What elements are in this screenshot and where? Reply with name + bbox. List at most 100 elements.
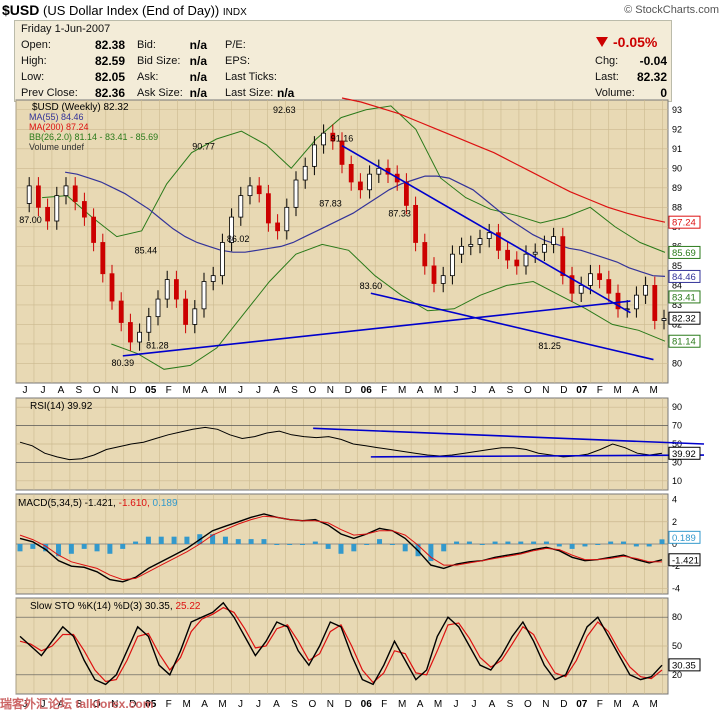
sto-panel: 80 50 20 Slow STO %K(14) %D(3) 30.35, 25.22… xyxy=(15,597,701,695)
x-tick-label-bottom: A xyxy=(632,699,639,710)
candle-body xyxy=(247,185,253,197)
low-value: 82.05 xyxy=(94,70,125,84)
x-tick-label-bottom: 06 xyxy=(361,699,373,710)
candle-body xyxy=(330,132,336,142)
volume-legend: Volume undef xyxy=(29,142,85,152)
x-tick-label-bottom: J xyxy=(472,699,477,710)
x-tick-label-bottom: N xyxy=(111,699,118,710)
volume-value: 0 xyxy=(660,86,667,100)
candle-body xyxy=(164,279,170,300)
x-tick-label-bottom: M xyxy=(182,699,190,710)
rsi-y-tick: 30 xyxy=(672,457,682,467)
price-y-tick: 91 xyxy=(672,144,682,154)
ma200-legend: MA(200) 87.24 xyxy=(29,122,89,132)
x-tick-label: N xyxy=(542,385,549,396)
price-y-tick: 84 xyxy=(672,280,682,290)
candle-body xyxy=(183,298,189,325)
x-tick-label-bottom: J xyxy=(454,699,459,710)
chg-label: Chg: xyxy=(595,55,619,67)
chart-title: $USD (US Dollar Index (End of Day)) INDX xyxy=(2,2,247,18)
ask-label: Ask: xyxy=(137,71,159,83)
price-badge-3: 83.41 xyxy=(672,292,696,303)
rsi-badge-box xyxy=(668,446,701,460)
macd-hist-bar xyxy=(338,544,344,554)
x-tick-label: M xyxy=(649,385,657,396)
change-percent: -0.05% xyxy=(613,34,658,50)
candle-body xyxy=(376,167,382,175)
rsi-legend: RSI(14) 39.92 xyxy=(30,401,93,412)
x-tick-label: A xyxy=(58,385,65,396)
candle-body xyxy=(597,273,602,280)
candle-body xyxy=(192,308,198,325)
down-triangle-icon xyxy=(595,35,609,49)
pe-label: P/E: xyxy=(225,39,246,51)
sto-y-tick: 50 xyxy=(672,641,682,651)
candle-body xyxy=(256,185,262,195)
macd-hist-bar xyxy=(222,536,228,544)
macd-hist-bar xyxy=(248,539,254,544)
candle-body xyxy=(560,236,566,277)
candle-body xyxy=(219,242,225,277)
candle-body xyxy=(155,298,161,318)
volume-label: Volume: xyxy=(595,87,635,99)
price-badge-1-box xyxy=(668,245,701,259)
macd-hist-bar xyxy=(543,541,549,544)
candle-body xyxy=(606,279,612,294)
sto-y-tick: 20 xyxy=(672,670,682,680)
price-y-tick: 83 xyxy=(672,300,682,310)
macd-hist-bar xyxy=(261,539,267,544)
sto-badge: 30.35 xyxy=(672,660,696,671)
x-tick-label: O xyxy=(524,385,532,396)
rsi-trendline-lower xyxy=(370,454,705,458)
candle-body xyxy=(403,181,409,206)
candle-body xyxy=(514,259,520,267)
price-y-tick: 89 xyxy=(672,183,682,193)
candle-body xyxy=(210,275,216,282)
macd-hist-bar xyxy=(608,541,614,544)
x-tick-label-bottom: S xyxy=(507,699,514,710)
prev-close-label: Prev Close: xyxy=(21,87,78,99)
x-tick-label: 06 xyxy=(361,385,373,396)
trendline-2 xyxy=(370,292,654,361)
macd-hist-bar xyxy=(518,541,524,544)
macd-hist-bar xyxy=(81,544,87,549)
macd-hist-bar xyxy=(325,544,331,549)
macd-hist-bar xyxy=(43,544,49,552)
candle-body xyxy=(551,236,556,245)
candle-body xyxy=(477,238,483,245)
price-badge-5-box xyxy=(668,334,701,348)
macd-badge-line: -1.421 xyxy=(672,555,699,566)
candle-body xyxy=(661,318,667,321)
macd-hist-bar xyxy=(287,544,293,545)
candle-body xyxy=(302,165,308,181)
macd-hist-bar xyxy=(17,544,23,552)
candle-body xyxy=(127,322,133,343)
macd-y-tick: 2 xyxy=(672,517,677,527)
macd-hist-bar xyxy=(492,541,498,544)
rsi-panel: 10 30 50 70 90 RSI(14) 39.92 39.92 xyxy=(15,397,705,491)
rsi-y-tick: 70 xyxy=(672,421,682,431)
candle-body xyxy=(82,201,87,218)
macd-badge-hist: 0.189 xyxy=(672,533,696,544)
macd-hist-bar xyxy=(210,534,216,544)
price-annotation: 81.28 xyxy=(146,341,169,351)
x-tick-label: A xyxy=(273,385,280,396)
last-size-label: Last Size: xyxy=(225,87,274,99)
macd-legend: MACD(5,34,5) -1.421, -1.610, 0.189 xyxy=(18,498,178,509)
ask-value: n/a xyxy=(189,70,207,84)
last-size-value: n/a xyxy=(277,86,295,100)
macd-hist-bar xyxy=(274,544,280,545)
macd-hist-bar xyxy=(620,541,626,544)
rsi-trendline-upper xyxy=(313,427,705,445)
price-annotation: 86.02 xyxy=(227,234,250,244)
x-tick-label-bottom: 07 xyxy=(576,699,588,710)
macd-hist-bar xyxy=(556,544,562,547)
candle-body xyxy=(615,292,621,310)
high-label: High: xyxy=(21,55,47,67)
macd-hist-bar xyxy=(454,541,460,544)
price-annotation: 90.77 xyxy=(192,141,215,151)
macd-hist-bar xyxy=(133,541,139,544)
candle-body xyxy=(523,253,529,267)
watermark: 瑞客外汇论坛 talkforex.com xyxy=(0,697,154,711)
